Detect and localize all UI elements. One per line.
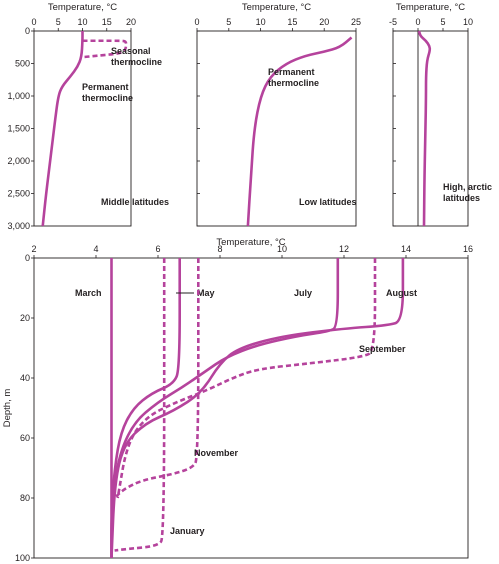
x-tick-label: 5 [440, 17, 445, 27]
x-tick-label: 10 [277, 244, 287, 254]
x-tick-label: 0 [415, 17, 420, 27]
annotation-high-arctic-latitudes: High, arctic latitudes [443, 182, 492, 203]
y-tick-label: 20 [20, 313, 30, 323]
panel-seasonal-thermocline: 2 4 6 8 10 12 14 16 Temperature, °C 0 20 40 60 80 100 D… [2, 237, 473, 563]
series-line-solid-0 [417, 30, 432, 227]
panel-high-arctic-latitudes: -5 0 5 10 Temperature, °C High, arctic latitud… [389, 2, 492, 227]
plot-frame [33, 257, 469, 559]
annotation-middle-latitudes: Middle latitudes [101, 197, 169, 207]
x-tick-label: 14 [401, 244, 411, 254]
series-label-november: November [194, 448, 239, 458]
x-tick-label: 12 [339, 244, 349, 254]
series-line-solid-0 [41, 31, 84, 227]
x-tick-label: 8 [217, 244, 222, 254]
x-tick-label: 6 [155, 244, 160, 254]
x-tick-label: 5 [56, 17, 61, 27]
x-tick-label: -5 [389, 17, 397, 27]
x-tick-label: 15 [287, 17, 297, 27]
annotation-permanent-thermocline: Permanent thermocline [82, 82, 133, 103]
y-tick-label: 0 [25, 253, 30, 263]
series-line-may [110, 258, 181, 558]
y-tick-label: 0 [25, 26, 30, 36]
y-tick-label: 500 [15, 59, 30, 69]
x-tick-label: 20 [319, 17, 329, 27]
series-label-march: March [75, 288, 102, 298]
series-label-may: May [197, 288, 215, 298]
series-line-november [113, 258, 200, 499]
y-tick-label: 100 [15, 553, 30, 563]
x-axis-title: Temperature, °C [242, 2, 311, 13]
x-tick-label: 2 [31, 244, 36, 254]
x-tick-label: 5 [226, 17, 231, 27]
series-label-september: September [359, 344, 406, 354]
x-tick-label: 10 [463, 17, 473, 27]
x-axis-title: Temperature, °C [48, 2, 117, 13]
x-tick-label: 10 [77, 17, 87, 27]
annotation-permanent-thermocline: Permanent thermocline [268, 67, 319, 88]
y-tick-label: 1,000 [7, 91, 30, 101]
x-tick-label: 0 [31, 17, 36, 27]
x-tick-label: 4 [93, 244, 98, 254]
x-tick-label: 20 [126, 17, 136, 27]
series-label-july: July [294, 288, 312, 298]
x-axis-title: Temperature, °C [396, 2, 465, 13]
y-tick-label: 2,500 [7, 189, 30, 199]
series-line-solid-0 [246, 36, 353, 227]
annotation-seasonal-thermocline: Seasonal thermocline [111, 46, 162, 67]
y-tick-label: 80 [20, 493, 30, 503]
annotation-low-latitudes: Low latitudes [299, 197, 357, 207]
x-tick-label: 10 [256, 17, 266, 27]
series-label-august: August [386, 288, 417, 298]
series-line-january [114, 258, 166, 552]
series-label-january: January [170, 526, 205, 536]
y-tick-label: 2,000 [7, 156, 30, 166]
x-tick-label: 15 [102, 17, 112, 27]
y-tick-label: 3,000 [7, 221, 30, 231]
y-axis-title: Depth, m [2, 389, 13, 428]
y-tick-label: 1,500 [7, 124, 30, 134]
x-tick-label: 16 [463, 244, 473, 254]
x-tick-label: 25 [351, 17, 361, 27]
y-tick-label: 60 [20, 433, 30, 443]
series-line-dashed-1 [82, 39, 128, 59]
series-line-september [116, 258, 377, 499]
x-axis-title: Temperature, °C [216, 237, 285, 248]
panel-middle-latitudes: 0 5 10 15 20 Temperature, °C 0 500 1,000 1,500 2,0… [7, 2, 169, 231]
series-line-august [110, 258, 405, 559]
panel-low-latitudes: 0 5 10 15 20 25 Temperature, °C Permanent thermo… [194, 2, 361, 227]
y-tick-label: 40 [20, 373, 30, 383]
series-line-july [110, 258, 340, 558]
x-tick-label: 0 [194, 17, 199, 27]
